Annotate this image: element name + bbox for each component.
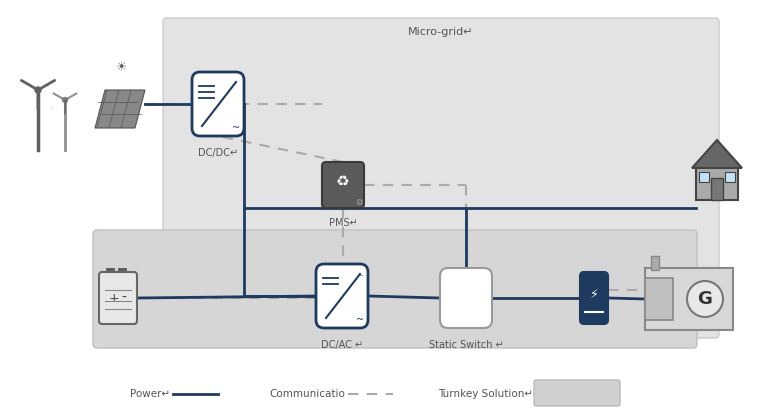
Text: ⚡: ⚡ bbox=[590, 287, 598, 300]
Polygon shape bbox=[692, 140, 742, 168]
Text: Static Switch ↵: Static Switch ↵ bbox=[428, 340, 504, 350]
FancyBboxPatch shape bbox=[322, 162, 364, 208]
Text: DC/DC↵: DC/DC↵ bbox=[198, 148, 238, 158]
Bar bbox=[711, 178, 723, 200]
Text: +: + bbox=[109, 292, 120, 305]
FancyBboxPatch shape bbox=[534, 380, 620, 406]
Bar bbox=[696, 168, 738, 200]
Bar bbox=[645, 278, 673, 320]
Circle shape bbox=[62, 97, 68, 102]
Text: Micro-grid↵: Micro-grid↵ bbox=[408, 27, 474, 37]
Text: Communicatio: Communicatio bbox=[269, 389, 345, 399]
Text: ⚙: ⚙ bbox=[355, 198, 363, 206]
FancyBboxPatch shape bbox=[163, 18, 719, 338]
Text: PMS↵: PMS↵ bbox=[328, 218, 357, 228]
Circle shape bbox=[687, 281, 723, 317]
Polygon shape bbox=[95, 90, 145, 128]
Text: ☀: ☀ bbox=[117, 62, 127, 74]
FancyBboxPatch shape bbox=[440, 268, 492, 328]
Bar bbox=[651, 256, 659, 270]
Text: 🌬: 🌬 bbox=[52, 107, 53, 109]
Text: -: - bbox=[122, 291, 126, 305]
FancyBboxPatch shape bbox=[580, 272, 608, 324]
Bar bbox=[699, 172, 709, 182]
Bar bbox=[645, 268, 733, 330]
FancyBboxPatch shape bbox=[99, 272, 137, 324]
Text: G: G bbox=[697, 290, 712, 308]
Text: ♻: ♻ bbox=[336, 174, 350, 190]
Text: ~: ~ bbox=[232, 123, 240, 133]
Text: Power↵: Power↵ bbox=[130, 389, 170, 399]
Bar bbox=[725, 172, 735, 182]
FancyBboxPatch shape bbox=[192, 72, 244, 136]
FancyBboxPatch shape bbox=[316, 264, 368, 328]
Circle shape bbox=[35, 87, 41, 93]
FancyBboxPatch shape bbox=[93, 230, 697, 348]
Text: DC/AC ↵: DC/AC ↵ bbox=[321, 340, 363, 350]
Text: ~: ~ bbox=[357, 273, 363, 279]
Text: ~: ~ bbox=[356, 315, 364, 325]
Text: Turnkey Solution↵: Turnkey Solution↵ bbox=[438, 389, 533, 399]
